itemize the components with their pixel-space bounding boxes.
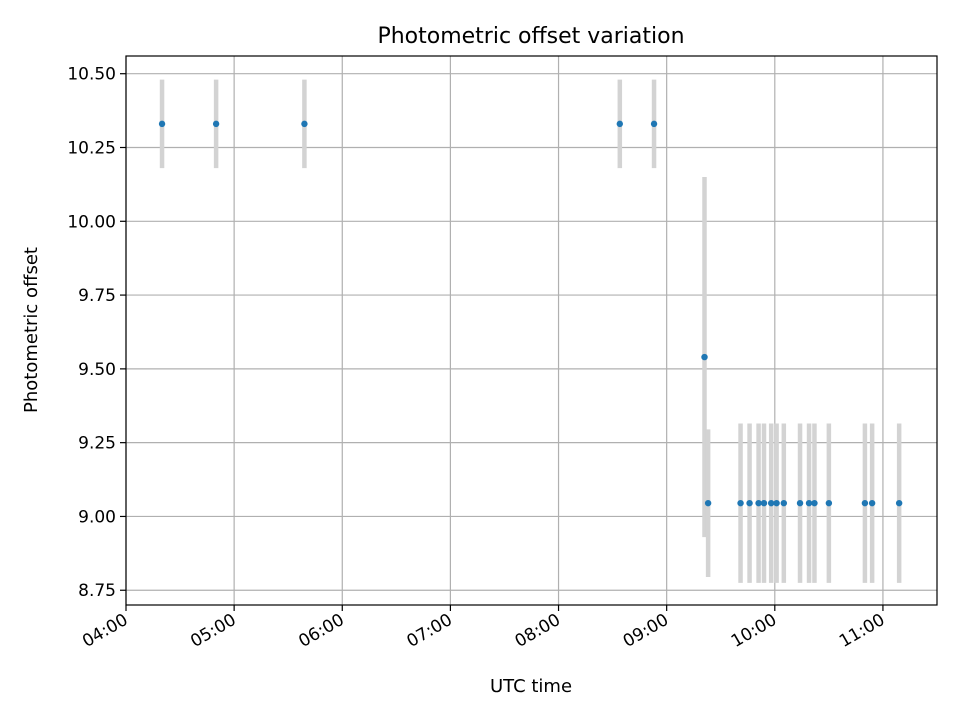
x-tick-label: 09:00	[620, 610, 672, 652]
data-point	[650, 120, 658, 128]
y-axis-label: Photometric offset	[21, 247, 42, 413]
data-point	[746, 499, 753, 507]
chart-title: Photometric offset variation	[377, 24, 684, 49]
data-point	[212, 120, 220, 128]
grid-lines	[125, 56, 937, 605]
y-tick-label: 9.25	[78, 434, 116, 454]
data-point	[805, 499, 813, 507]
data-point	[773, 499, 780, 507]
y-tick-label: 10.25	[67, 139, 116, 159]
data-point	[796, 499, 804, 507]
data-point	[701, 353, 708, 361]
plot-frame	[125, 55, 938, 606]
data-point	[704, 499, 712, 507]
data-point	[767, 499, 775, 507]
y-tick-label: 9.50	[78, 360, 116, 380]
data-point	[760, 499, 768, 507]
data-point	[301, 120, 308, 128]
data-point	[861, 499, 869, 507]
x-axis-label: UTC time	[490, 676, 572, 697]
data-point	[811, 499, 818, 507]
y-tick-label: 9.75	[78, 286, 116, 306]
data-point	[780, 499, 788, 507]
error-bars	[159, 79, 902, 583]
x-axis-ticks: 04:00 05:00 06:00 07:00 08:00 09:00 10:00 11:00	[79, 605, 888, 652]
data-point	[737, 499, 744, 507]
x-tick-label: 04:00	[79, 610, 131, 652]
y-tick-label: 10.00	[67, 212, 116, 232]
y-tick-label: 8.75	[78, 581, 116, 601]
data-point	[755, 499, 762, 507]
x-tick-label: 08:00	[512, 610, 564, 652]
x-tick-label: 07:00	[403, 610, 455, 652]
y-axis-ticks: 8.75 9.00 9.25 9.50 9.75 10.00 10.25 10.50	[67, 65, 126, 601]
y-tick-label: 9.00	[78, 507, 116, 527]
x-tick-label: 10:00	[728, 610, 780, 652]
data-point	[616, 120, 624, 128]
x-tick-label: 11:00	[836, 610, 888, 652]
data-point	[158, 120, 166, 128]
data-points	[158, 120, 903, 507]
x-tick-label: 06:00	[295, 610, 347, 652]
data-point	[825, 499, 833, 507]
x-tick-label: 05:00	[187, 610, 239, 652]
data-point	[895, 499, 903, 507]
data-point	[868, 499, 876, 507]
y-tick-label: 10.50	[67, 65, 116, 85]
